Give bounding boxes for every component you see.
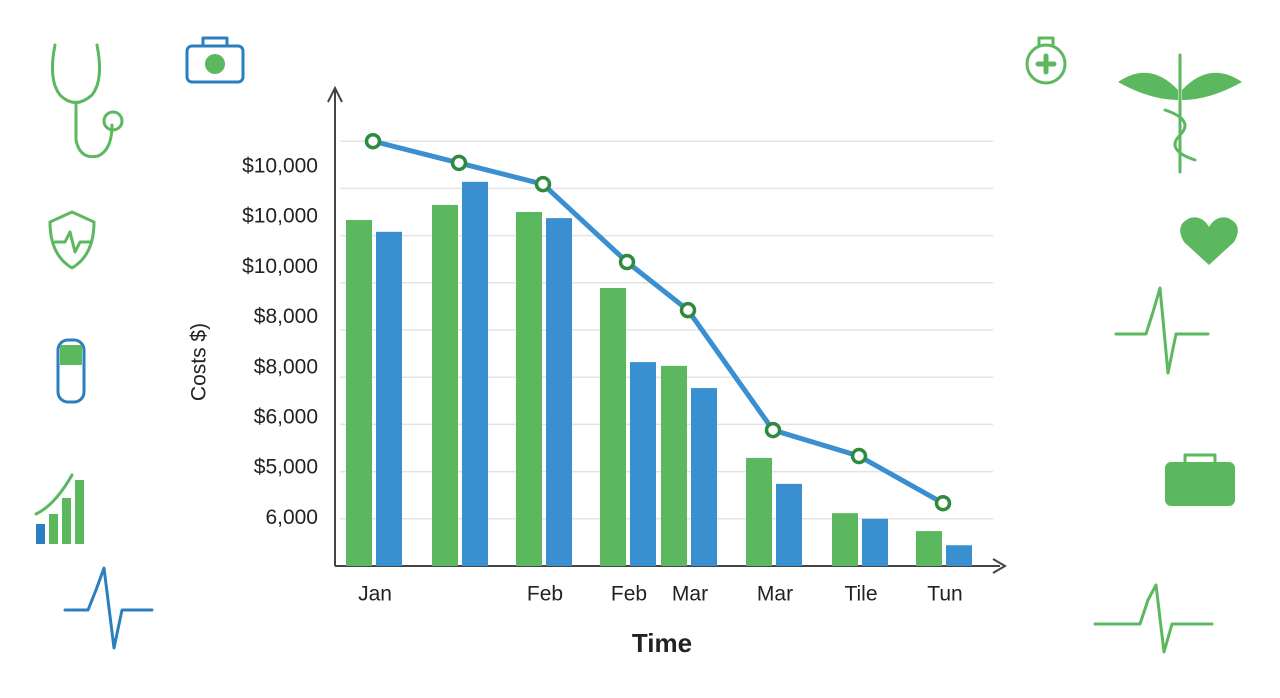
bar — [832, 513, 858, 566]
x-tick-label: Tun — [927, 583, 962, 606]
x-tick-label: Feb — [527, 583, 563, 606]
line-marker — [679, 301, 697, 319]
bar — [862, 518, 888, 566]
bar — [946, 545, 972, 566]
bar — [691, 388, 717, 566]
y-axis-arrow — [327, 85, 343, 103]
medkit-icon — [1165, 453, 1235, 506]
bottle-icon — [1025, 36, 1067, 85]
caduceus-icon — [1118, 53, 1242, 174]
y-tick-label: $10,000 — [242, 205, 318, 228]
line — [372, 138, 945, 506]
x-tick-label: Mar — [757, 583, 793, 606]
bar — [346, 220, 372, 567]
x-tick-label: Feb — [611, 583, 647, 606]
x-tick-label: Jan — [358, 583, 392, 606]
shield-icon — [48, 210, 96, 270]
bar — [600, 287, 626, 566]
medkit-icon — [185, 36, 245, 84]
bar — [776, 483, 802, 566]
bar — [516, 212, 542, 566]
line-marker — [450, 154, 468, 172]
bar — [916, 531, 942, 566]
bar — [661, 365, 687, 566]
x-axis-arrow — [992, 558, 1007, 574]
x-tick-label: Mar — [672, 583, 708, 606]
bar — [462, 181, 488, 567]
bar — [746, 457, 772, 566]
y-tick-label: $6,000 — [254, 406, 318, 429]
bottle-icon — [56, 338, 86, 404]
bar — [546, 218, 572, 567]
pulse-icon — [1093, 583, 1214, 654]
y-tick-label: $10,000 — [242, 155, 318, 178]
line-marker — [364, 132, 382, 150]
line-marker — [534, 175, 552, 193]
bar — [376, 231, 402, 566]
y-tick-label: $5,000 — [254, 456, 318, 479]
line-marker — [764, 421, 782, 439]
heart-icon — [1180, 217, 1238, 265]
x-axis-title: Time — [632, 628, 692, 658]
decor-icons — [34, 36, 1242, 654]
bar — [630, 362, 656, 566]
line-marker — [850, 447, 868, 465]
growth-icon — [34, 473, 84, 544]
y-tick-label: $8,000 — [254, 305, 318, 328]
x-tick-label: Tile — [844, 583, 877, 606]
pulse-icon — [1114, 286, 1210, 375]
line-marker — [618, 253, 636, 271]
y-tick-label: $10,000 — [242, 255, 318, 278]
y-axis-title: Costs $) — [188, 323, 211, 401]
bar — [432, 204, 458, 567]
y-tick-label: 6,000 — [265, 506, 318, 529]
pulse-icon — [63, 566, 154, 650]
stethoscope-icon — [50, 43, 124, 159]
line-marker — [934, 494, 952, 512]
y-tick-label: $8,000 — [254, 355, 318, 378]
